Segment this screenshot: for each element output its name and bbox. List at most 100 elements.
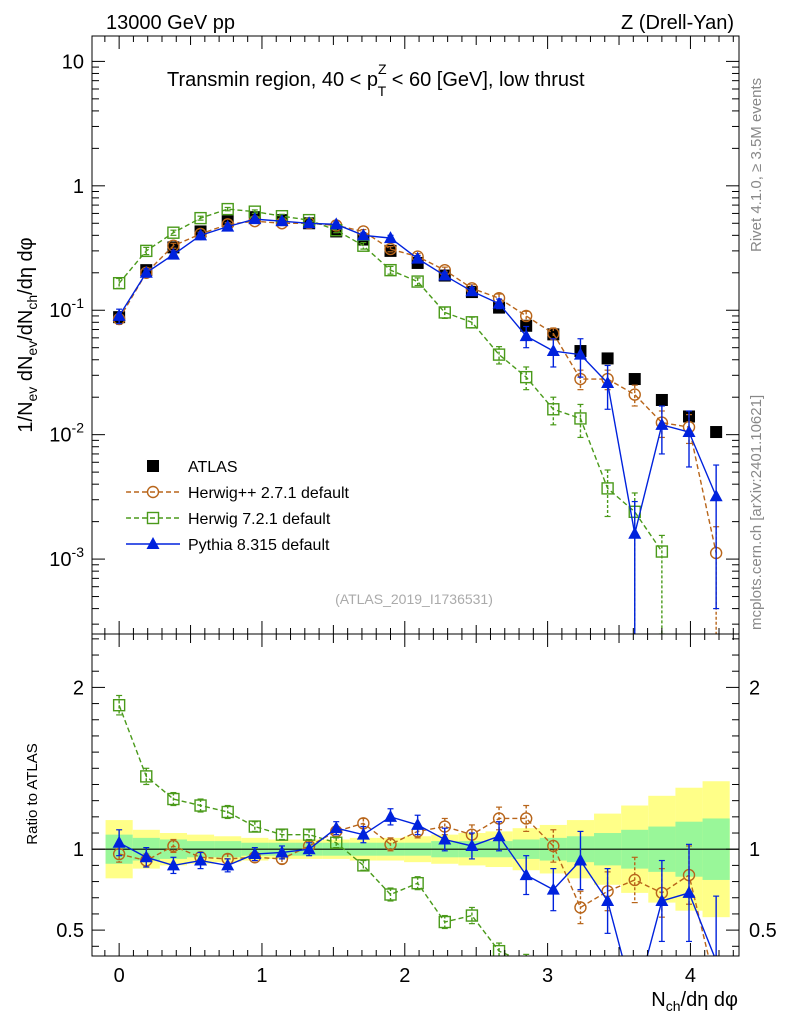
main-point-4-8 xyxy=(329,217,343,230)
legend-marker-2 xyxy=(146,485,160,499)
main-point-4-16 xyxy=(546,344,560,357)
main-point-3-15 xyxy=(519,370,533,384)
ratio-line-2 xyxy=(118,704,513,956)
ratio-panel: 0.5 0.5 1 1 2 2 0 1 2 3 4 Ratio to ATLAS Nch/dη dφ xyxy=(24,633,777,1014)
ratio-point-3-21 xyxy=(682,885,696,898)
ratio-point-1-19 xyxy=(628,873,641,887)
legend-entry-3: Herwig 7.2.1 default xyxy=(126,511,331,528)
main-point-4-22 xyxy=(709,489,723,502)
main-panel: 10-3 10-2 10-1 1 10 Transmin region, 40 < pZ… xyxy=(15,35,740,635)
main-point-4-12 xyxy=(438,268,452,281)
ratio-point-2-0 xyxy=(112,698,126,712)
main-point-3-14 xyxy=(492,348,506,361)
main-point-2-10 xyxy=(384,242,397,256)
main-point-2-19 xyxy=(628,388,641,401)
ratio-point-2-1 xyxy=(140,770,153,783)
main-point-4-9 xyxy=(356,228,370,241)
ratio-point-3-20 xyxy=(655,893,669,906)
ratio-ytick-label-2: 2 xyxy=(73,677,84,699)
ratio-frame xyxy=(91,633,740,957)
ratio-point-2-10 xyxy=(384,888,397,901)
main-point-3-11 xyxy=(411,275,424,288)
ratio-point-3-14 xyxy=(492,829,506,842)
ratio-point-2-2 xyxy=(167,792,180,806)
ratio-point-2-13 xyxy=(465,909,479,922)
legend: ATLAS Herwig++ 2.7.1 default Herwig 7.2.1 … xyxy=(126,459,350,554)
ratio-point-3-17 xyxy=(573,853,587,866)
ratio-point-3-13 xyxy=(465,838,479,851)
ratio-xtick-label-3: 3 xyxy=(542,965,553,987)
ratio-plot-content xyxy=(92,694,739,1008)
main-point-4-4 xyxy=(221,219,235,232)
main-point-4-15 xyxy=(519,329,533,342)
ratio-point-2-6 xyxy=(275,828,289,841)
ratio-point-3-22 xyxy=(714,953,718,956)
legend-label-3: Herwig 7.2.1 default xyxy=(188,511,331,528)
ratio-point-3-19 xyxy=(628,996,641,1008)
ratio-xtick-label-0: 0 xyxy=(114,965,125,987)
legend-label-1: ATLAS xyxy=(188,459,238,476)
main-point-2-15 xyxy=(519,309,533,323)
ratio-point-2-8 xyxy=(330,836,343,849)
mcplots-label: mcplots.cern.ch [arXiv:2401.10621] xyxy=(748,395,765,630)
main-axes: 10-3 10-2 10-1 1 10 xyxy=(49,36,739,634)
ratio-point-2-4 xyxy=(221,805,234,819)
ratio-point-1-17 xyxy=(574,901,587,914)
ratio-point-3-12 xyxy=(438,832,452,845)
main-point-4-14 xyxy=(492,296,506,309)
ratio-point-2-9 xyxy=(357,859,370,872)
main-point-3-4 xyxy=(221,202,234,216)
ratio-point-3-10 xyxy=(384,809,398,822)
ratio-axes: 0.5 0.5 1 1 2 2 0 1 2 3 4 xyxy=(56,634,777,987)
ratio-series-3 xyxy=(112,808,720,1008)
ratio-point-3-7 xyxy=(302,842,316,855)
legend-entry-1: ATLAS xyxy=(147,459,238,476)
ratio-point-3-3 xyxy=(194,853,208,866)
main-point-3-20 xyxy=(655,545,669,558)
ratio-point-3-9 xyxy=(356,827,370,840)
ratio-point-3-5 xyxy=(248,847,262,860)
main-point-3-17 xyxy=(574,412,587,425)
main-point-3-2 xyxy=(167,226,180,239)
main-point-1-15 xyxy=(520,319,533,332)
ratio-point-2-15 xyxy=(521,957,532,968)
main-point-4-2 xyxy=(166,247,180,260)
legend-label-4: Pythia 8.315 default xyxy=(188,537,330,554)
legend-marker-3 xyxy=(146,511,160,525)
ratio-point-3-11 xyxy=(411,817,425,830)
ratio-series-2 xyxy=(112,694,532,968)
main-point-4-1 xyxy=(139,265,153,278)
main-point-3-16 xyxy=(547,403,560,416)
main-series-3 xyxy=(112,202,669,634)
main-point-4-19 xyxy=(628,526,642,539)
legend-label-2: Herwig++ 2.7.1 default xyxy=(188,485,350,502)
ratio-point-2-5 xyxy=(248,820,262,833)
ratio-ytick-label-1: 1 xyxy=(73,839,84,861)
main-point-4-11 xyxy=(411,251,425,264)
ratio-xtick-label-2: 2 xyxy=(399,965,410,987)
main-point-1-18 xyxy=(601,352,614,365)
main-point-4-20 xyxy=(655,417,669,430)
main-point-4-7 xyxy=(302,216,316,229)
main-line-2 xyxy=(118,220,717,554)
ratio-xlabel: Nch/dη dφ xyxy=(651,989,738,1014)
ratio-point-2-11 xyxy=(411,876,424,890)
ratio-point-2-3 xyxy=(194,799,207,812)
legend-marker-4 xyxy=(146,537,160,549)
main-point-4-6 xyxy=(275,214,289,227)
ratio-point-3-18 xyxy=(601,893,615,906)
main-point-3-3 xyxy=(194,211,207,225)
ratio-point-3-6 xyxy=(275,845,289,858)
main-point-1-19 xyxy=(628,373,641,386)
main-point-1-22 xyxy=(710,426,723,439)
ratio-point-3-4 xyxy=(221,858,235,871)
ratio-point-3-8 xyxy=(329,821,343,834)
main-point-4-21 xyxy=(682,425,696,438)
ratio-point-3-1 xyxy=(139,850,153,863)
ratio-xtick-label-1: 1 xyxy=(256,965,267,987)
ratio-point-3-16 xyxy=(546,882,560,895)
main-point-4-3 xyxy=(194,228,208,241)
ratio-ytick-label-0: 0.5 xyxy=(56,920,84,942)
ratio-point-1-2 xyxy=(167,839,180,853)
